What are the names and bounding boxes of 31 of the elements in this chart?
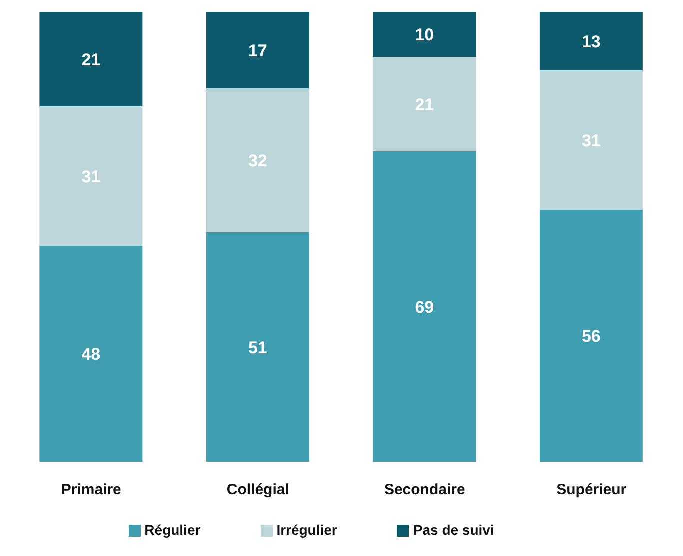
data-label: 10 [415,26,434,45]
x-tick-label: Primaire [61,482,122,499]
data-label: 32 [248,152,268,171]
legend-label: Régulier [144,522,201,538]
data-label: 31 [582,131,601,150]
legend-label: Irrégulier [276,522,338,538]
legend-label: Pas de suivi [413,522,494,538]
data-label: 51 [248,338,268,358]
data-label: 48 [82,345,101,364]
data-label: 21 [82,50,101,70]
bar [40,246,143,462]
bar [206,12,310,88]
bar [373,12,476,57]
bar [540,12,643,70]
x-tick-label: Secondaire [384,482,466,499]
bar [40,106,143,246]
data-label: 69 [415,298,434,317]
data-label: 21 [415,95,434,114]
data-label: 17 [248,41,268,60]
bar [40,12,143,106]
bar [373,152,476,462]
x-tick-label: Collégial [226,482,290,499]
bar [206,88,310,232]
bar [540,210,643,462]
bar [373,57,476,152]
data-label: 13 [582,32,601,52]
bar [206,232,310,462]
bar [540,70,643,210]
x-tick-label: Supérieur [556,482,627,499]
data-label: 31 [82,167,101,186]
data-label: 56 [582,327,601,346]
